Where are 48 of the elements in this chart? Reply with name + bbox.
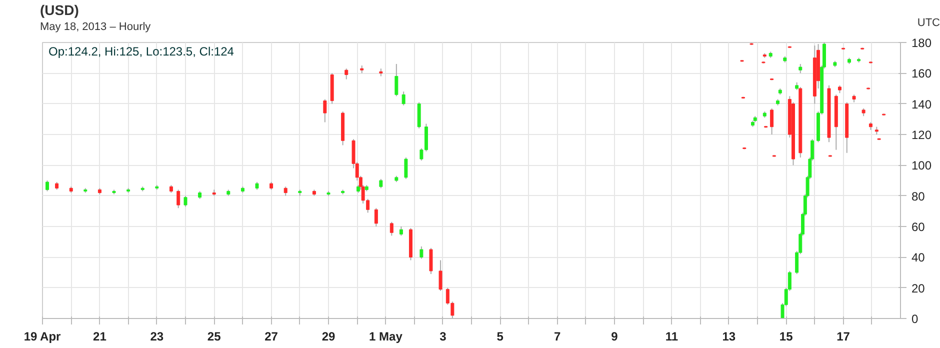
candlestick	[374, 208, 378, 227]
candlestick	[379, 178, 383, 189]
text: UTC	[917, 16, 940, 31]
x-tick-label: 13	[722, 330, 736, 344]
annotation: Op:124.2, Hi:125, Lo:123.5, Cl:124	[48, 44, 234, 58]
candlestick	[402, 91, 406, 106]
y-tick-label: 60	[912, 220, 926, 234]
candlestick	[417, 102, 421, 129]
x-tick-label: 15	[779, 330, 794, 344]
y-tick-label: 0	[912, 312, 918, 326]
x-tick-label: 17	[836, 330, 850, 344]
x-tick-label: 11	[665, 330, 678, 344]
candlestick	[798, 63, 802, 74]
x-tick-label: 23	[150, 330, 164, 344]
candlestick	[176, 189, 180, 209]
y-tick-label: 140	[912, 97, 932, 112]
x-tick-label: 5	[496, 330, 504, 344]
chart-title: (USD)	[40, 2, 79, 18]
x-tick-label: 27	[264, 330, 278, 344]
y-tick-label: 180	[912, 36, 932, 50]
y-tick-label: 120	[912, 128, 932, 142]
candlestick	[770, 108, 774, 135]
candlestick	[284, 186, 288, 196]
candlestick	[420, 246, 424, 260]
candlestick	[438, 260, 442, 292]
chart-subtitle: May 18, 2013 – Hourly	[40, 21, 151, 33]
x-tick-label: 29	[322, 330, 336, 344]
x-tick-label: 25	[207, 330, 222, 344]
candlestick	[344, 68, 348, 80]
candlestick	[390, 221, 394, 236]
candlestick	[184, 195, 188, 208]
x-tick-label: 3	[440, 330, 447, 344]
x-tick-label: 19 Apr	[24, 330, 62, 344]
x-tick-label: 1 May	[369, 330, 403, 344]
candlestick	[394, 63, 398, 97]
y-tick-label: 40	[912, 250, 926, 265]
candlestick	[429, 247, 433, 275]
x-tick-label: 7	[554, 330, 561, 344]
y-tick-label: 20	[912, 281, 926, 296]
candlestick	[404, 157, 408, 180]
candlestick	[323, 98, 327, 123]
x-tick-label: 21	[93, 330, 107, 344]
x-tick-label: 9	[611, 330, 618, 344]
y-tick-label: 160	[912, 66, 932, 81]
candlestick	[46, 180, 50, 192]
y-tick-label: 100	[912, 158, 932, 173]
y-tick-label: 80	[912, 189, 926, 204]
candlestick	[399, 226, 403, 236]
